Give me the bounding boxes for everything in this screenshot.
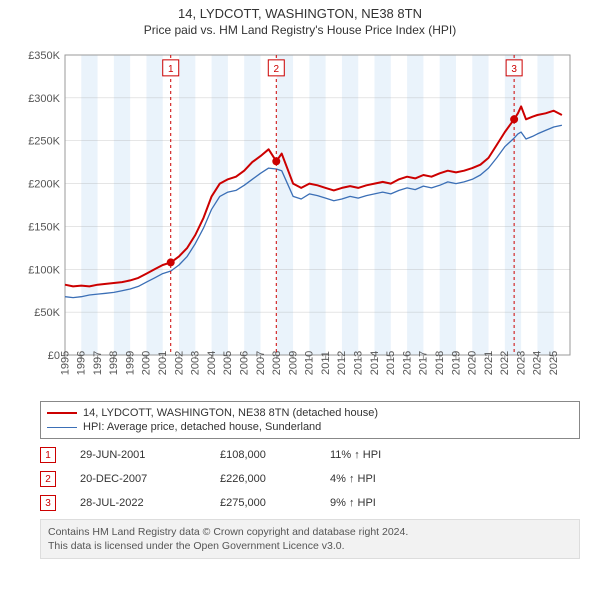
annotation-row: 2 20-DEC-2007 £226,000 4% ↑ HPI: [40, 467, 580, 491]
annotation-hpi-diff: 4% ↑ HPI: [330, 473, 450, 485]
svg-text:1997: 1997: [92, 351, 104, 375]
svg-text:2022: 2022: [499, 351, 511, 375]
annotation-date: 28-JUL-2022: [80, 497, 220, 509]
svg-text:2020: 2020: [467, 351, 479, 375]
svg-text:2008: 2008: [271, 351, 283, 375]
svg-text:2: 2: [274, 64, 280, 75]
legend-label-hpi: HPI: Average price, detached house, Sund…: [83, 421, 321, 433]
price-chart: £0 £50K £100K £150K £200K £250K £300K £350K 1995…: [20, 45, 580, 395]
chart-legend: 14, LYDCOTT, WASHINGTON, NE38 8TN (detac…: [40, 401, 580, 439]
legend-label-property: 14, LYDCOTT, WASHINGTON, NE38 8TN (detac…: [83, 407, 378, 419]
svg-text:1995: 1995: [59, 351, 71, 375]
annotation-date: 29-JUN-2001: [80, 449, 220, 461]
annotation-row: 1 29-JUN-2001 £108,000 11% ↑ HPI: [40, 443, 580, 467]
svg-text:£350K: £350K: [28, 50, 60, 62]
annotation-hpi-diff: 11% ↑ HPI: [330, 449, 450, 461]
svg-text:£300K: £300K: [28, 93, 60, 105]
annotation-price: £275,000: [220, 497, 330, 509]
svg-text:2007: 2007: [255, 351, 267, 375]
svg-text:2021: 2021: [483, 351, 495, 375]
annotation-hpi-diff: 9% ↑ HPI: [330, 497, 450, 509]
svg-text:£0: £0: [48, 350, 60, 362]
svg-text:2025: 2025: [548, 351, 560, 375]
svg-text:2024: 2024: [532, 351, 544, 375]
annotation-price: £226,000: [220, 473, 330, 485]
attribution-box: Contains HM Land Registry data © Crown c…: [40, 519, 580, 559]
svg-text:2013: 2013: [353, 351, 365, 375]
chart-title-subtitle: Price paid vs. HM Land Registry's House …: [0, 23, 600, 37]
svg-text:2012: 2012: [336, 351, 348, 375]
svg-text:£250K: £250K: [28, 136, 60, 148]
svg-text:2019: 2019: [450, 351, 462, 375]
svg-text:2023: 2023: [515, 351, 527, 375]
svg-text:2010: 2010: [304, 351, 316, 375]
svg-text:2017: 2017: [418, 351, 430, 375]
svg-text:2006: 2006: [238, 351, 250, 375]
svg-text:2005: 2005: [222, 351, 234, 375]
svg-text:1996: 1996: [76, 351, 88, 375]
svg-text:2018: 2018: [434, 351, 446, 375]
legend-swatch-hpi: [47, 427, 77, 428]
svg-text:2002: 2002: [173, 351, 185, 375]
chart-title-address: 14, LYDCOTT, WASHINGTON, NE38 8TN: [0, 6, 600, 21]
annotation-row: 3 28-JUL-2022 £275,000 9% ↑ HPI: [40, 491, 580, 515]
annotation-badge: 3: [40, 495, 56, 511]
svg-text:2001: 2001: [157, 351, 169, 375]
sales-annotation-table: 1 29-JUN-2001 £108,000 11% ↑ HPI 2 20-DE…: [40, 443, 580, 515]
svg-text:2015: 2015: [385, 351, 397, 375]
svg-text:1999: 1999: [124, 351, 136, 375]
svg-text:£150K: £150K: [28, 221, 60, 233]
svg-text:2004: 2004: [206, 351, 218, 375]
annotation-badge: 2: [40, 471, 56, 487]
svg-text:2014: 2014: [369, 351, 381, 375]
svg-text:2000: 2000: [141, 351, 153, 375]
chart-svg: £0 £50K £100K £150K £200K £250K £300K £350K 1995…: [20, 45, 580, 395]
svg-text:£100K: £100K: [28, 264, 60, 276]
svg-text:2011: 2011: [320, 351, 332, 375]
attribution-line: This data is licensed under the Open Gov…: [48, 539, 572, 553]
svg-text:3: 3: [511, 64, 517, 75]
annotation-price: £108,000: [220, 449, 330, 461]
svg-text:2009: 2009: [287, 351, 299, 375]
annotation-badge: 1: [40, 447, 56, 463]
svg-text:£50K: £50K: [34, 307, 60, 319]
svg-text:£200K: £200K: [28, 179, 60, 191]
svg-text:1: 1: [168, 64, 174, 75]
attribution-line: Contains HM Land Registry data © Crown c…: [48, 525, 572, 539]
svg-text:2003: 2003: [190, 351, 202, 375]
legend-swatch-property: [47, 412, 77, 414]
svg-text:1998: 1998: [108, 351, 120, 375]
annotation-date: 20-DEC-2007: [80, 473, 220, 485]
svg-text:2016: 2016: [401, 351, 413, 375]
